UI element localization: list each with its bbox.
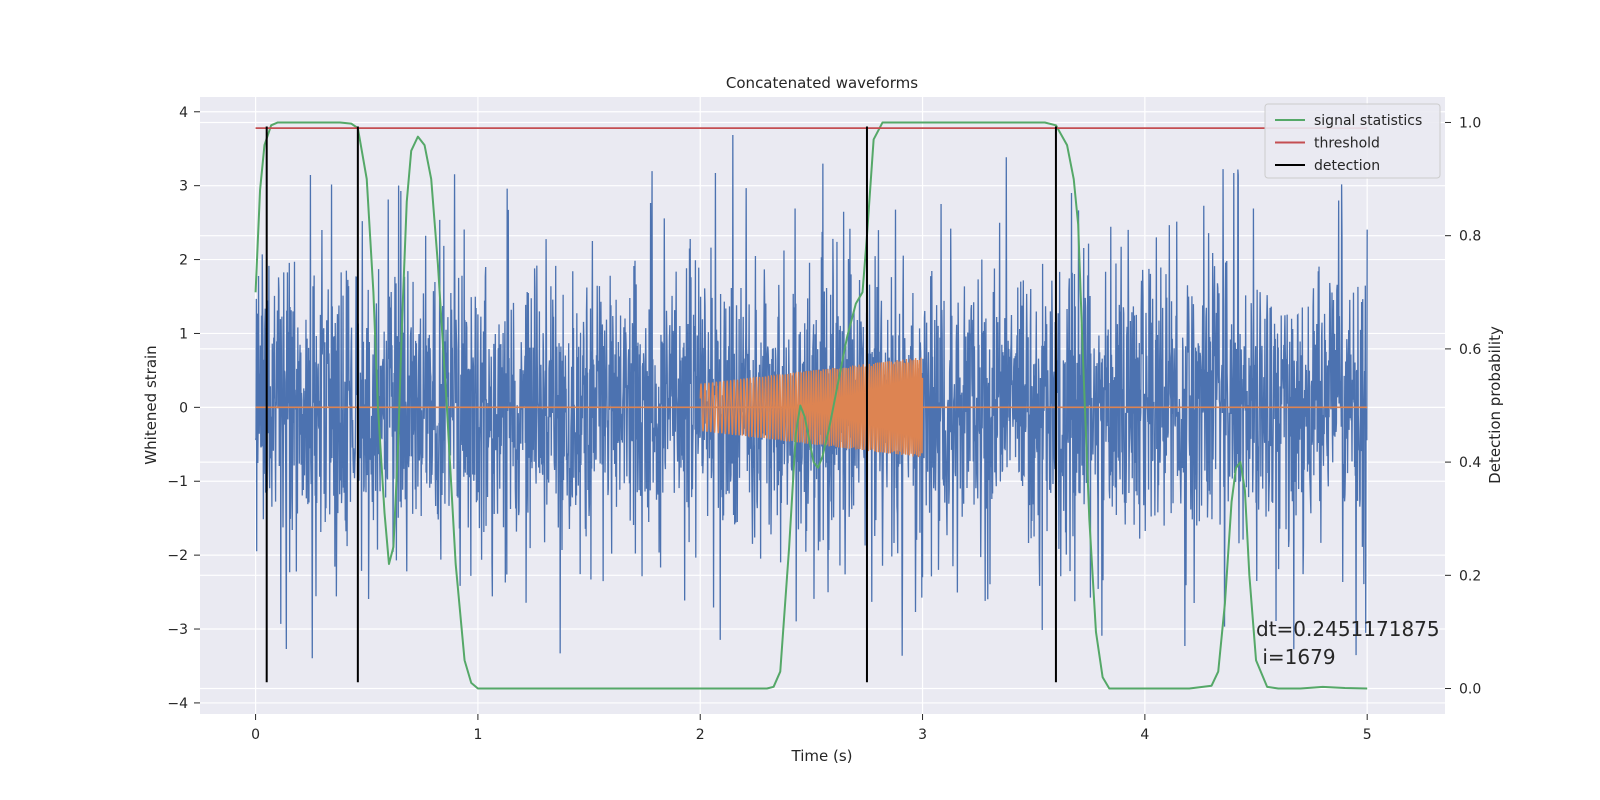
y-axis-label: Whitened strain: [142, 345, 160, 464]
x-tick-label: 1: [473, 727, 482, 743]
y2-tick-label: 0.6: [1459, 342, 1481, 358]
legend: signal statistics threshold detection: [1264, 103, 1441, 179]
injection-chirp: [699, 357, 924, 458]
annotation-dt: dt=0.2451171875: [1256, 617, 1440, 641]
x-tick-label: 3: [918, 727, 927, 743]
x-tick-label: 2: [696, 727, 705, 743]
x-tick-label: 5: [1363, 727, 1372, 743]
y2-tick-label: 0.0: [1459, 682, 1481, 698]
y2-tick-label: 1.0: [1459, 115, 1481, 131]
x-axis-label: Time (s): [791, 747, 853, 765]
y2-axis-label: Detection probability: [1486, 326, 1504, 484]
legend-label: detection: [1314, 158, 1380, 174]
y-tick-label: −1: [167, 474, 188, 490]
y-tick-label: 1: [179, 326, 188, 342]
y2-tick-label: 0.4: [1459, 455, 1481, 471]
y-tick-label: −3: [167, 622, 188, 638]
y-tick-label: −2: [167, 548, 188, 564]
legend-box: [1264, 103, 1441, 179]
annotation-index: i=1679: [1256, 645, 1336, 669]
y-tick-label: 2: [179, 253, 188, 269]
legend-label: threshold: [1314, 136, 1380, 152]
y-tick-label: 4: [179, 105, 188, 121]
signal-statistics-line: [254, 121, 1368, 690]
x-tick-label: 4: [1140, 727, 1149, 743]
chart-title: Concatenated waveforms: [726, 74, 918, 92]
y-tick-label: 0: [179, 400, 188, 416]
y-tick-label: −4: [167, 696, 188, 712]
x-tick-label: 0: [251, 727, 260, 743]
plot-layer: [254, 121, 1368, 690]
y2-tick-label: 0.8: [1459, 229, 1481, 245]
axes: 0 1 2 3 4 5 −4 −3 −2 −1 0 1 2 3 4 0.0 0.2 0.4 0.6 0.8 1.0: [167, 105, 1481, 743]
legend-label: signal statistics: [1314, 113, 1422, 129]
y-tick-label: 3: [179, 179, 188, 195]
y2-tick-label: 0.2: [1459, 568, 1481, 584]
